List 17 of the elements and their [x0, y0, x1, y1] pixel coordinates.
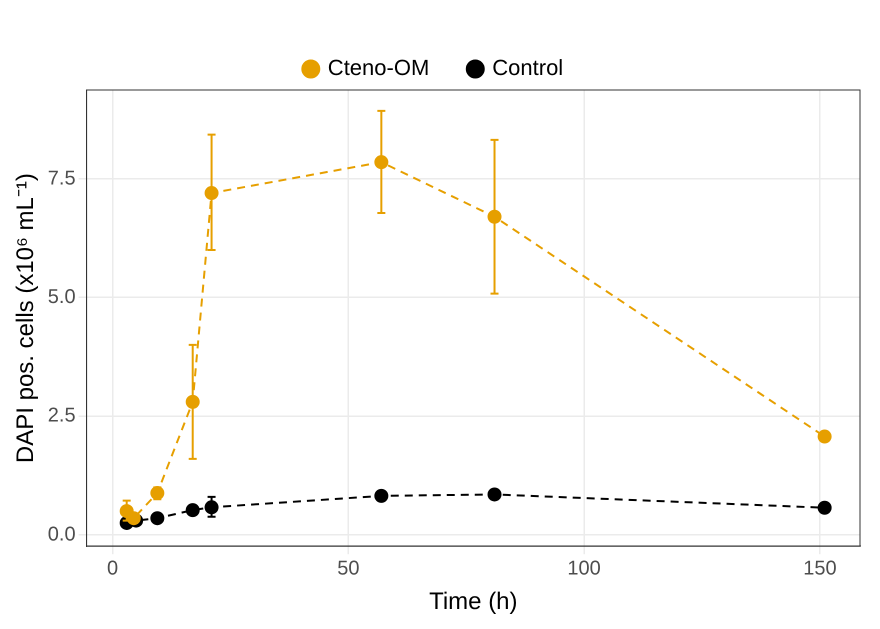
point [374, 488, 388, 503]
legend-label: Cteno-OM [328, 55, 430, 80]
x-tick-label: 100 [567, 558, 601, 580]
x-tick-label: 0 [106, 558, 118, 580]
y-axis-title: DAPI pos. cells (x10⁶ mL⁻¹) [12, 173, 40, 464]
point [818, 430, 832, 444]
x-tick-label: 50 [337, 558, 360, 580]
x-axis-title: Time (h) [429, 588, 518, 616]
legend-label: Control [492, 55, 564, 80]
y-tick-label: 0.0 [48, 523, 76, 546]
y-tick-label: 7.5 [48, 167, 76, 190]
point [818, 500, 832, 515]
x-tick-label: 150 [803, 558, 837, 580]
point [186, 503, 200, 518]
y-tick-label: 5.0 [48, 286, 76, 308]
point [150, 511, 164, 526]
y-tick-label: 2.5 [48, 404, 76, 427]
